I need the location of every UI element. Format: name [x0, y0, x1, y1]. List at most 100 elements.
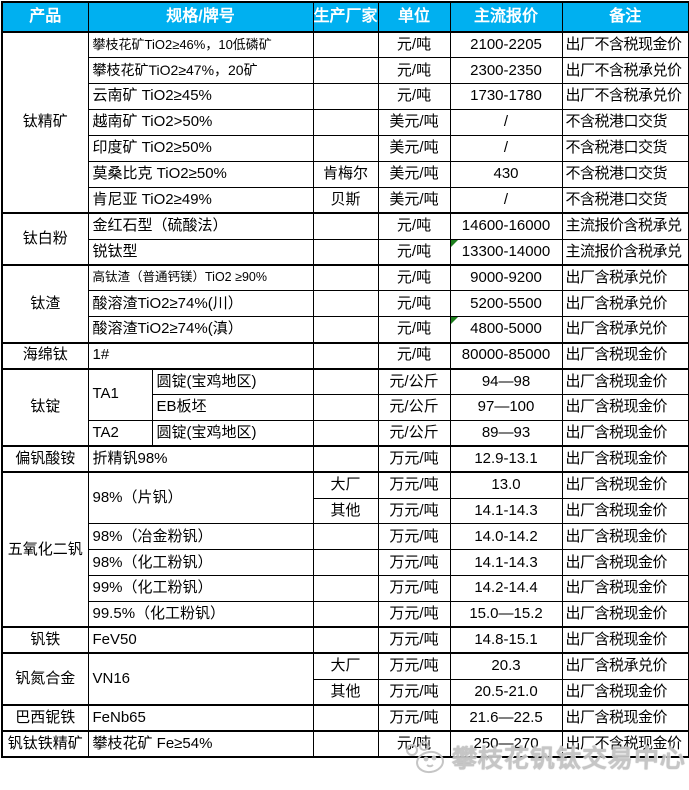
spec-cell: 酸溶渣TiO2≥74%(川）: [87, 290, 314, 318]
note-cell: 出厂含税现金价: [561, 393, 689, 421]
price-cell: 14.1-14.3: [449, 497, 563, 525]
product-cell: 钛渣: [1, 264, 89, 344]
unit-cell: 美元/吨: [377, 135, 451, 162]
product-cell: 偏钒酸铵: [1, 445, 89, 473]
price-table-body: 钛精矿 攀枝花矿TiO2≥46%，10低磷矿 元/吨 2100-2205 出厂不含税现金…: [1, 30, 689, 758]
maker-cell: [312, 31, 379, 59]
product-cell: 钒钛铁精矿: [1, 730, 89, 758]
spec-cell: 高钛渣（普通钙镁）TiO2 ≥90%: [87, 264, 314, 292]
maker-cell: [312, 367, 379, 395]
note-cell: 出厂不含税现金价: [561, 730, 689, 758]
maker-cell: 大厂: [312, 652, 379, 680]
spec-cell: 肯尼亚 TiO2≥49%: [87, 186, 314, 214]
header-product: 产品: [1, 1, 89, 33]
unit-cell: 元/吨: [377, 290, 451, 318]
table-row: 锐钛型 元/吨 13300-14000 主流报价含税承兑: [2, 238, 689, 266]
price-cell: 4800-5000: [449, 316, 563, 344]
price-cell: 430: [449, 160, 563, 188]
table-row: 99.5%（化工粉钒） 万元/吨 15.0—15.2 出厂含税现金价: [2, 601, 689, 628]
unit-cell: 万元/吨: [377, 549, 451, 577]
maker-cell: [312, 549, 379, 577]
spec-cell: FeNb65: [87, 704, 314, 732]
spec-type-cell: 圆锭(宝鸡地区): [151, 367, 314, 395]
note-cell: 不含税港口交货: [561, 109, 689, 137]
maker-cell: 大厂: [312, 471, 379, 499]
note-cell: 出厂含税承兑价: [561, 316, 689, 344]
table-row: 偏钒酸铵 折精钒98% 万元/吨 12.9-13.1 出厂含税现金价: [1, 445, 689, 473]
unit-cell: 元/公斤: [377, 393, 451, 421]
note-cell: 主流报价含税承兑: [561, 238, 689, 266]
spec-cell: 攀枝花矿TiO2≥47%，20矿: [87, 57, 314, 85]
table-row: 钒铁 FeV50 万元/吨 14.8-15.1 出厂含税现金价: [1, 626, 689, 654]
product-cell: 钛精矿: [1, 30, 89, 214]
maker-cell: [312, 264, 379, 292]
price-cell: /: [449, 186, 563, 214]
note-cell: 出厂含税现金价: [561, 601, 689, 628]
price-table: 产品 规格/牌号 生产厂家 单位 主流报价 备注 钛精矿 攀枝花矿TiO2≥46%…: [1, 1, 689, 758]
price-cell: 89—93: [449, 419, 563, 447]
price-cell: 2100-2205: [449, 31, 563, 59]
table-row: 海绵钛 1# 元/吨 80000-85000 出厂含税现金价: [1, 341, 689, 370]
table-row: 其他 万元/吨 20.5-21.0 出厂含税现金价: [2, 678, 689, 706]
unit-cell: 万元/吨: [377, 601, 451, 628]
price-cell: 94—98: [449, 367, 563, 395]
price-cell: 14.8-15.1: [449, 626, 563, 654]
price-cell: 14600-16000: [449, 212, 563, 240]
table-row: 云南矿 TiO2≥45% 元/吨 1730-1780 出厂不含税承兑价: [2, 83, 689, 111]
maker-cell: [312, 575, 379, 603]
spec-cell: 酸溶渣TiO2≥74%(滇）: [87, 316, 314, 344]
spec-cell: 莫桑比克 TiO2≥50%: [87, 160, 314, 188]
note-cell: 出厂含税现金价: [561, 471, 689, 499]
product-cell: 钒氮合金: [1, 652, 89, 706]
price-cell: 14.2-14.4: [449, 575, 563, 603]
maker-cell: [312, 730, 379, 758]
price-cell: 1730-1780: [449, 83, 563, 111]
price-cell: 12.9-13.1: [449, 445, 563, 473]
maker-cell: [312, 238, 379, 266]
product-cell: 巴西铌铁: [1, 704, 89, 732]
product-cell: 五氧化二钒: [1, 471, 89, 628]
price-cell: 20.3: [449, 652, 563, 680]
unit-cell: 万元/吨: [377, 575, 451, 603]
table-row: 巴西铌铁 FeNb65 万元/吨 21.6—22.5 出厂含税现金价: [1, 704, 689, 732]
table-row: 钒氮合金 VN16 大厂 万元/吨 20.3 出厂含税承兑价: [1, 652, 689, 706]
unit-cell: 元/吨: [377, 264, 451, 292]
table-row: 99%（化工粉钒） 万元/吨 14.2-14.4 出厂含税现金价: [2, 575, 689, 603]
note-cell: 出厂含税现金价: [561, 419, 689, 447]
price-cell: 21.6—22.5: [449, 704, 563, 732]
maker-cell: [312, 290, 379, 318]
note-cell: 出厂含税现金价: [561, 704, 689, 732]
table-row: 肯尼亚 TiO2≥49% 贝斯 美元/吨 / 不含税港口交货: [2, 186, 689, 214]
note-cell: 出厂不含税承兑价: [561, 57, 689, 85]
unit-cell: 万元/吨: [377, 704, 451, 732]
table-row: 钛锭 TA1 圆锭(宝鸡地区) 元/公斤 94—98 出厂含税现金价: [1, 367, 689, 447]
maker-cell: [312, 341, 379, 370]
spec-cell: 98%（化工粉钒）: [87, 549, 314, 577]
product-cell: 钛锭: [1, 367, 89, 447]
maker-cell: [312, 626, 379, 654]
note-cell: 出厂含税现金价: [561, 575, 689, 603]
price-cell: 250—270: [449, 730, 563, 758]
unit-cell: 美元/吨: [377, 160, 451, 188]
table-row: 酸溶渣TiO2≥74%(滇） 元/吨 4800-5000 出厂含税承兑价: [2, 316, 689, 344]
note-cell: 出厂含税现金价: [561, 549, 689, 577]
price-cell: 14.0-14.2: [449, 523, 563, 551]
note-cell: 出厂含税现金价: [561, 678, 689, 706]
spec-cell: 1#: [87, 341, 314, 370]
maker-cell: [312, 601, 379, 628]
table-row: 钛白粉 金红石型（硫酸法） 元/吨 14600-16000 主流报价含税承兑: [1, 212, 689, 266]
table-row: 钒钛铁精矿 攀枝花矿 Fe≥54% 元/吨 250—270 出厂不含税现金价: [1, 730, 689, 758]
unit-cell: 万元/吨: [377, 626, 451, 654]
spec-cell: 锐钛型: [87, 238, 314, 266]
green-corner-flag-icon: [451, 317, 458, 325]
unit-cell: 万元/吨: [377, 652, 451, 680]
maker-cell: [312, 212, 379, 240]
table-header: 产品 规格/牌号 生产厂家 单位 主流报价 备注: [1, 1, 689, 33]
note-cell: 出厂含税现金价: [561, 445, 689, 473]
unit-cell: 美元/吨: [377, 186, 451, 214]
table-row: 莫桑比克 TiO2≥50% 肯梅尔 美元/吨 430 不含税港口交货: [2, 160, 689, 188]
price-cell: 13300-14000: [449, 238, 563, 266]
header-spec: 规格/牌号: [87, 1, 314, 33]
unit-cell: 万元/吨: [377, 445, 451, 473]
